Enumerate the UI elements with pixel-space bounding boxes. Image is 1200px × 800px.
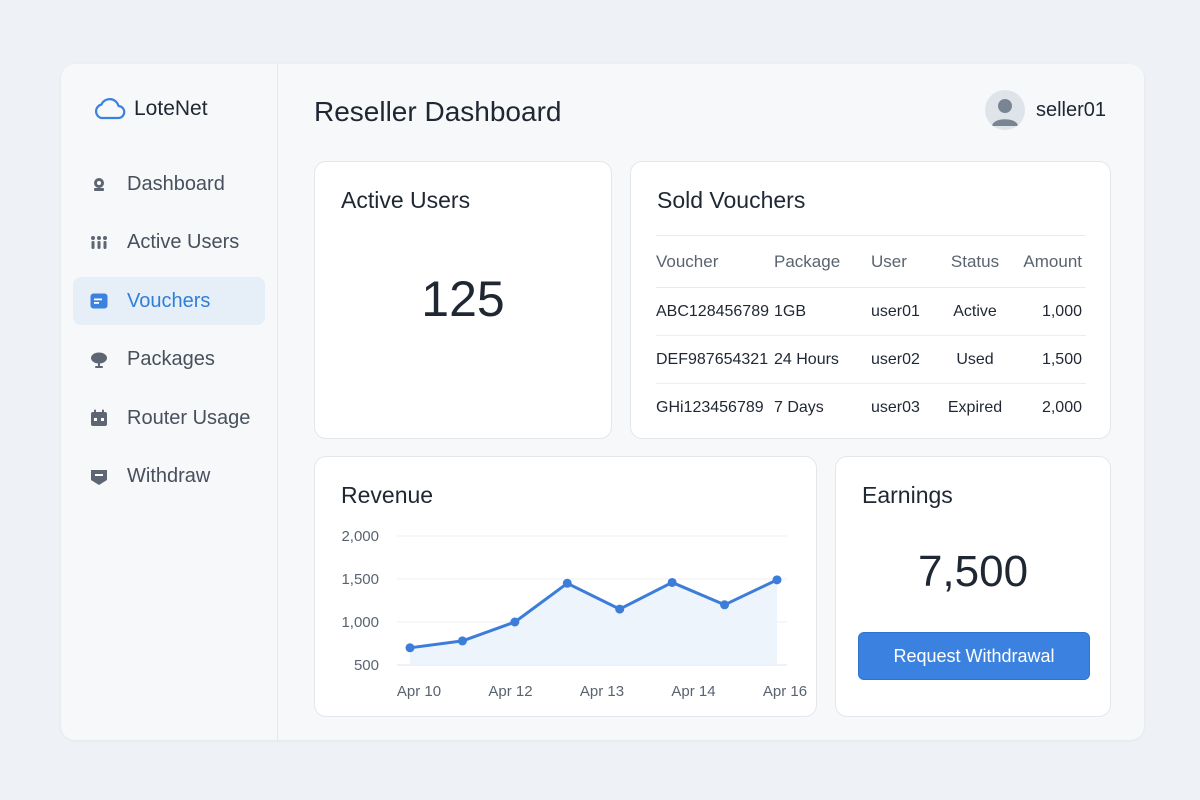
app-window: LoteNet Dashboard Active Users Vouchers (61, 64, 1144, 740)
sidebar-item-vouchers[interactable]: Vouchers (73, 277, 265, 325)
table-header-row: Voucher Package User Status Amount (656, 235, 1086, 288)
card-title: Revenue (341, 482, 434, 508)
voucher-user: user03 (871, 398, 920, 416)
username: seller01 (1035, 98, 1106, 121)
column-header-amount[interactable]: Amount (1014, 235, 1086, 288)
voucher-status: Used (936, 335, 1014, 384)
voucher-user: user01 (871, 287, 936, 336)
earnings-amount: 7,500 (917, 547, 1029, 596)
table-row[interactable]: DEF987654321 24 Hours user02 Used 1,500 (656, 335, 1086, 384)
brand[interactable]: LoteNet (92, 96, 208, 122)
card-title: Sold Vouchers (657, 187, 806, 213)
page-title: Reseller Dashboard (314, 96, 562, 127)
voucher-icon (89, 291, 109, 311)
active-users-count: 125 (421, 271, 505, 327)
request-withdrawal-button[interactable]: Request Withdrawal (858, 632, 1090, 680)
voucher-package: 7 Days (774, 398, 824, 416)
revenue-point (510, 617, 520, 627)
voucher-package: 1GB (774, 287, 871, 336)
cloud-logo-icon (95, 98, 126, 120)
voucher-code: ABC128456789 (656, 287, 774, 336)
card-title: Earnings (862, 482, 953, 508)
revenue-point (405, 643, 415, 653)
revenue-point (562, 578, 572, 588)
sidebar-item-packages[interactable]: Packages (73, 336, 265, 384)
sidebar-item-router-usage[interactable]: Router Usage (73, 394, 265, 442)
revenue-point (667, 577, 677, 587)
voucher-code: GHi123456789 (656, 398, 764, 416)
table-row[interactable]: ABC128456789 1GB user01 Active 1,000 (656, 287, 1086, 336)
revenue-chart: 2,000 1,500 1,000 500 Apr 10 Apr 12 Apr 13 Apr … (341, 528, 807, 700)
sidebar-item-label: Active Users (127, 231, 240, 253)
voucher-status: Expired (947, 398, 1003, 416)
router-icon (89, 408, 109, 428)
users-icon (89, 233, 109, 253)
y-tick-label: 500 (354, 657, 379, 674)
vouchers-table: Voucher Package User Status Amount ABC12… (656, 235, 1086, 432)
column-header-user[interactable]: User (871, 235, 936, 288)
column-header-status[interactable]: Status (936, 235, 1014, 288)
y-tick-label: 1,000 (341, 614, 379, 631)
withdraw-icon (89, 467, 109, 487)
card-title: Active Users (341, 187, 471, 213)
column-header-package[interactable]: Package (774, 235, 871, 288)
sidebar-item-label: Vouchers (127, 289, 211, 312)
voucher-amount: 1,500 (1014, 335, 1086, 384)
sidebar-item-label: Dashboard (127, 172, 225, 195)
user-menu[interactable]: seller01 (984, 90, 1106, 130)
sidebar-item-dashboard[interactable]: Dashboard (73, 160, 265, 208)
sidebar-nav: Dashboard Active Users Vouchers Packages (73, 160, 265, 511)
x-tick-label: Apr 10 (397, 683, 441, 700)
y-tick-label: 2,000 (341, 528, 379, 545)
sidebar-item-withdraw[interactable]: Withdraw (73, 453, 265, 501)
sidebar: LoteNet Dashboard Active Users Vouchers (61, 64, 278, 740)
sidebar-item-label: Withdraw (127, 465, 211, 487)
brand-name: LoteNet (134, 97, 208, 120)
sold-vouchers-card: Sold Vouchers Voucher Package User Statu… (630, 161, 1111, 439)
revenue-area (410, 579, 777, 665)
x-tick-label: Apr 16 (763, 683, 807, 700)
x-tick-label: Apr 12 (488, 683, 532, 700)
voucher-package: 24 Hours (774, 335, 871, 384)
packages-icon (89, 350, 109, 370)
earnings-card: Earnings 7,500 Request Withdrawal (835, 456, 1111, 717)
voucher-amount: 2,000 (1041, 398, 1082, 416)
sidebar-item-label: Packages (127, 348, 215, 370)
revenue-line (408, 578, 779, 650)
sidebar-item-label: Router Usage (127, 406, 251, 429)
revenue-point (720, 600, 730, 610)
dashboard-icon (89, 174, 109, 194)
active-users-card: Active Users 125 (314, 161, 612, 439)
user-avatar-icon (984, 90, 1025, 130)
revenue-card: Revenue 2,000 1,500 1,000 500 Apr 10 Apr 12 Ap… (314, 456, 817, 717)
table-row[interactable]: GHi123456789 7 Days user03 Expired 2,000 (656, 384, 1086, 432)
voucher-user: user02 (871, 335, 936, 384)
column-header-voucher[interactable]: Voucher (656, 235, 774, 288)
voucher-code: DEF987654321 (656, 335, 774, 384)
sidebar-item-active-users[interactable]: Active Users (73, 219, 265, 267)
y-tick-label: 1,500 (341, 571, 379, 588)
revenue-point (772, 575, 782, 585)
x-tick-label: Apr 13 (580, 683, 624, 700)
revenue-point (457, 636, 467, 646)
voucher-status: Active (936, 287, 1014, 336)
revenue-point (615, 604, 625, 614)
voucher-amount: 1,000 (1014, 287, 1086, 336)
x-tick-label: Apr 14 (671, 683, 715, 700)
